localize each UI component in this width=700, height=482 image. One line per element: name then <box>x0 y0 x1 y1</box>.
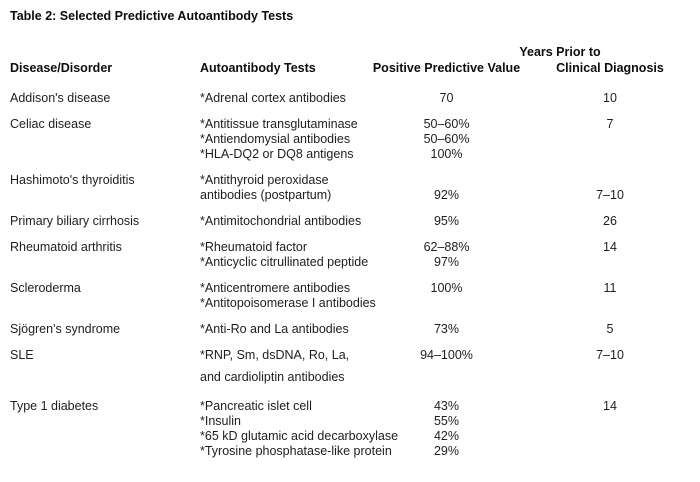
table-line: *65 kD glutamic acid decarboxylase <box>200 429 399 443</box>
table-line: 94–100% <box>420 348 473 362</box>
table-line: 50–60% <box>423 132 470 146</box>
table-line: 100% <box>430 147 463 161</box>
tests-cell: *Antitissue transglutaminase *Antiendomys… <box>200 117 368 162</box>
table-line: *Antithyroid peroxidase <box>200 173 329 187</box>
years-cell: 10 <box>525 91 695 106</box>
table-line: 70 <box>439 91 454 105</box>
table-row: Sjögren's syndrome *Anti-Ro and La antib… <box>10 322 695 337</box>
table-line: *Anti-Ro and La antibodies <box>200 322 349 336</box>
table-line: *Anticyclic citrullinated peptide <box>200 255 369 269</box>
table-line: 10 <box>603 91 617 105</box>
table-line: 92% <box>433 188 460 202</box>
disease-cell: Sjögren's syndrome <box>10 322 121 336</box>
table-row: Celiac disease *Antitissue transglutamin… <box>10 117 695 162</box>
years-cell: 14 <box>525 399 695 459</box>
table-line: *Rheumatoid factor <box>200 240 308 254</box>
ppv-cell: 94–100% <box>368 348 525 385</box>
table-line: 43% <box>433 399 460 413</box>
col-header-autoantibody-tests: Autoantibody Tests <box>200 61 316 75</box>
table-line: 7–10 <box>596 348 624 362</box>
disease-cell: Scleroderma <box>10 281 81 295</box>
col-header-years-prior: Years Prior to Clinical Diagnosis <box>519 44 695 76</box>
table-header-row: Disease/Disorder Autoantibody Tests Posi… <box>10 44 695 76</box>
tests-cell: *Antimitochondrial antibodies <box>200 214 368 229</box>
table-line: 5 <box>606 322 614 336</box>
table-line: 55% <box>433 414 460 428</box>
table-line: *RNP, Sm, dsDNA, Ro, La, <box>200 348 350 362</box>
table-line: 95% <box>433 214 460 228</box>
table-line: 29% <box>433 444 460 458</box>
years-cell: 7–10 <box>525 173 695 203</box>
table-line: 14 <box>603 240 617 254</box>
ppv-cell: 100% <box>368 281 525 311</box>
years-cell: 14 <box>525 240 695 270</box>
table-line: *Antitissue transglutaminase <box>200 117 358 131</box>
disease-cell: Addison's disease <box>10 91 111 105</box>
col-header-years-line2: Clinical Diagnosis <box>556 61 664 75</box>
disease-cell: Type 1 diabetes <box>10 399 99 413</box>
table-line: *Adrenal cortex antibodies <box>200 91 346 105</box>
table-line: *Antimitochondrial antibodies <box>200 214 362 228</box>
years-cell: 5 <box>525 322 695 337</box>
table-body: Addison's disease *Adrenal cortex antibo… <box>10 91 695 459</box>
table-line: 7–10 <box>596 188 624 202</box>
col-header-years-line1: Years Prior to <box>519 45 601 59</box>
table-line: 62–88% <box>423 240 470 254</box>
ppv-cell: 73% <box>368 322 525 337</box>
table-line: 42% <box>433 429 460 443</box>
col-header-disease: Disease/Disorder <box>10 61 113 75</box>
table-line: *Pancreatic islet cell <box>200 399 312 413</box>
table-line: *Tyrosine phosphatase-like protein <box>200 444 392 458</box>
col-header-positive-predictive-value: Positive Predictive Value <box>372 61 521 75</box>
years-cell: 11 <box>525 281 695 311</box>
tests-cell: *Pancreatic islet cell *Insulin *65 kD glu… <box>200 399 399 459</box>
table-line: and cardioliptin antibodies <box>200 370 345 384</box>
ppv-cell: 92% <box>368 173 525 203</box>
ppv-cell: 50–60% 50–60% 100% <box>368 117 525 162</box>
table-line: 26 <box>603 214 617 228</box>
table-line: antibodies (postpartum) <box>200 188 332 202</box>
tests-cell: *Anti-Ro and La antibodies <box>200 322 368 337</box>
tests-cell: *Adrenal cortex antibodies <box>200 91 368 106</box>
tests-cell: *RNP, Sm, dsDNA, Ro, La, and cardioliptin… <box>200 348 368 385</box>
table-line: *Antitopoisomerase I antibodies <box>200 296 376 310</box>
table-row: Hashimoto's thyroiditis *Antithyroid per… <box>10 173 695 203</box>
ppv-cell: 62–88% 97% <box>368 240 525 270</box>
tests-cell: *Rheumatoid factor *Anticyclic citrullina… <box>200 240 368 270</box>
table-row: SLE *RNP, Sm, dsDNA, Ro, La, and cardioli… <box>10 348 695 385</box>
table-line: *HLA-DQ2 or DQ8 antigens <box>200 147 354 161</box>
table-row: Addison's disease *Adrenal cortex antibo… <box>10 91 695 106</box>
table-row: Type 1 diabetes *Pancreatic islet cell *I… <box>10 399 695 459</box>
table-line: 7 <box>606 117 614 131</box>
table-line: 50–60% <box>423 117 470 131</box>
disease-cell: Celiac disease <box>10 117 92 131</box>
table-line: 73% <box>433 322 460 336</box>
disease-cell: SLE <box>10 348 34 362</box>
disease-cell: Hashimoto's thyroiditis <box>10 173 135 187</box>
ppv-cell: 43% 55% 42% 29% <box>368 399 525 459</box>
table-line: 11 <box>603 281 617 295</box>
years-cell: 7 <box>525 117 695 162</box>
table-row: Scleroderma *Anticentromere antibodies *A… <box>10 281 695 311</box>
tests-cell: *Anticentromere antibodies *Antitopoisome… <box>200 281 376 311</box>
years-cell: 26 <box>525 214 695 229</box>
table-row: Primary biliary cirrhosis *Antimitochond… <box>10 214 695 229</box>
ppv-cell: 70 <box>368 91 525 106</box>
tests-cell: *Antithyroid peroxidase antibodies (postp… <box>200 173 368 203</box>
table-line: 100% <box>430 281 463 295</box>
table-line: *Anticentromere antibodies <box>200 281 351 295</box>
table-line <box>525 173 695 188</box>
years-cell: 7–10 <box>525 348 695 385</box>
ppv-cell: 95% <box>368 214 525 229</box>
disease-cell: Primary biliary cirrhosis <box>10 214 140 228</box>
disease-cell: Rheumatoid arthritis <box>10 240 122 254</box>
table-line: 97% <box>433 255 460 269</box>
table-row: Rheumatoid arthritis *Rheumatoid factor *… <box>10 240 695 270</box>
table-line <box>368 173 525 188</box>
table-line: 14 <box>603 399 617 413</box>
table-title: Table 2: Selected Predictive Autoantibod… <box>10 9 294 23</box>
table-line: *Antiendomysial antibodies <box>200 132 351 146</box>
table-line: *Insulin <box>200 414 241 428</box>
